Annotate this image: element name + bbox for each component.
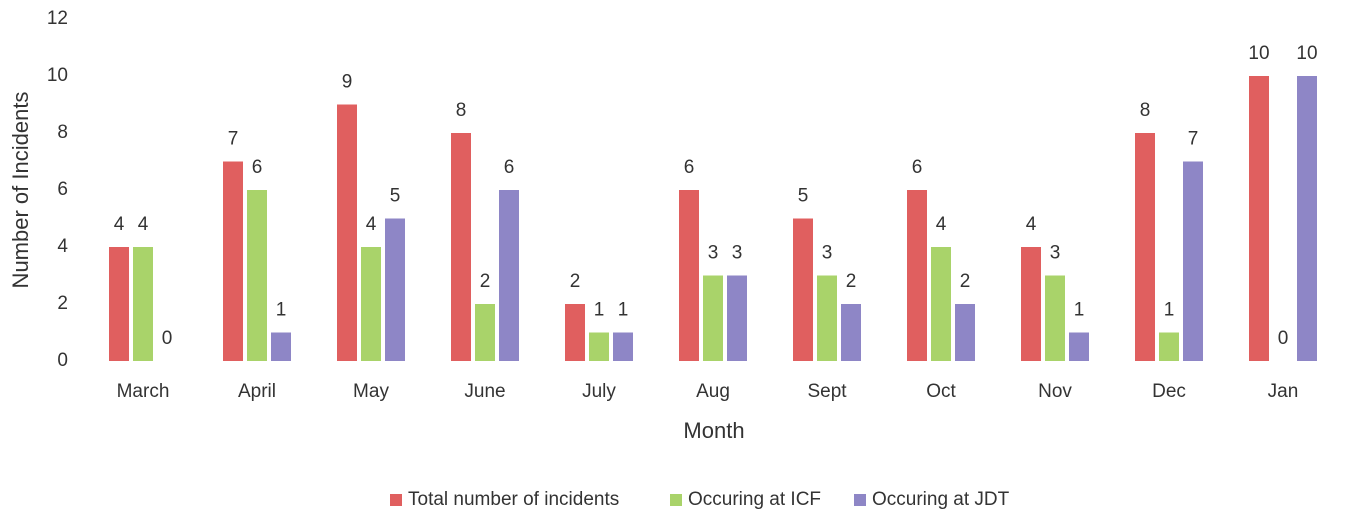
bar bbox=[727, 275, 747, 361]
data-label: 0 bbox=[1278, 328, 1289, 349]
legend-swatch bbox=[854, 494, 866, 506]
data-label: 1 bbox=[594, 300, 605, 321]
y-tick-label: 2 bbox=[57, 293, 68, 314]
data-label: 2 bbox=[960, 271, 971, 292]
data-label: 4 bbox=[1026, 214, 1037, 235]
data-label: 4 bbox=[114, 214, 125, 235]
bar bbox=[271, 332, 291, 361]
bar bbox=[1069, 332, 1089, 361]
data-label: 2 bbox=[846, 271, 857, 292]
bar bbox=[1297, 76, 1317, 361]
bar bbox=[223, 161, 243, 361]
bar bbox=[817, 275, 837, 361]
data-label: 6 bbox=[912, 157, 923, 178]
data-label: 6 bbox=[504, 157, 515, 178]
data-label: 3 bbox=[708, 243, 719, 264]
data-label: 1 bbox=[276, 300, 287, 321]
x-tick-label: Nov bbox=[1038, 381, 1072, 402]
data-label: 3 bbox=[732, 243, 743, 264]
x-axis-title: Month bbox=[683, 418, 744, 443]
bar bbox=[337, 104, 357, 361]
bar bbox=[565, 304, 585, 361]
legend-label: Occuring at JDT bbox=[872, 489, 1010, 510]
bar bbox=[1159, 332, 1179, 361]
data-label: 7 bbox=[1188, 129, 1199, 150]
y-tick-label: 10 bbox=[47, 65, 68, 86]
data-label: 4 bbox=[138, 214, 149, 235]
data-label: 0 bbox=[162, 328, 173, 349]
bar bbox=[247, 190, 267, 361]
bar bbox=[133, 247, 153, 361]
y-axis-title: Number of Incidents bbox=[8, 92, 33, 289]
data-label: 5 bbox=[390, 186, 401, 207]
x-tick-label: May bbox=[353, 381, 389, 402]
x-tick-label: Jan bbox=[1268, 381, 1299, 402]
bar bbox=[109, 247, 129, 361]
bar bbox=[793, 218, 813, 361]
data-label: 3 bbox=[1050, 243, 1061, 264]
bar bbox=[1249, 76, 1269, 361]
data-label: 1 bbox=[1074, 300, 1085, 321]
y-tick-label: 0 bbox=[57, 350, 68, 371]
data-label: 1 bbox=[618, 300, 629, 321]
y-tick-label: 6 bbox=[57, 179, 68, 200]
legend-label: Total number of incidents bbox=[408, 489, 619, 510]
data-label: 10 bbox=[1296, 43, 1317, 64]
bar bbox=[589, 332, 609, 361]
bar bbox=[907, 190, 927, 361]
data-label: 10 bbox=[1248, 43, 1269, 64]
bar bbox=[703, 275, 723, 361]
data-label: 4 bbox=[936, 214, 947, 235]
data-label: 3 bbox=[822, 243, 833, 264]
data-label: 2 bbox=[570, 271, 581, 292]
bar bbox=[1135, 133, 1155, 361]
x-tick-label: Dec bbox=[1152, 381, 1186, 402]
bar bbox=[385, 218, 405, 361]
bar bbox=[475, 304, 495, 361]
legend-swatch bbox=[390, 494, 402, 506]
bar bbox=[955, 304, 975, 361]
bar bbox=[841, 304, 861, 361]
data-label: 9 bbox=[342, 72, 353, 93]
data-label: 8 bbox=[1140, 100, 1151, 121]
x-tick-label: Oct bbox=[926, 381, 956, 402]
bar bbox=[679, 190, 699, 361]
x-tick-label: April bbox=[238, 381, 276, 402]
bar bbox=[361, 247, 381, 361]
x-tick-label: June bbox=[464, 381, 505, 402]
y-tick-label: 4 bbox=[57, 236, 68, 257]
data-label: 1 bbox=[1164, 300, 1175, 321]
bar bbox=[931, 247, 951, 361]
bar bbox=[1183, 161, 1203, 361]
bar bbox=[451, 133, 471, 361]
bar bbox=[499, 190, 519, 361]
data-label: 2 bbox=[480, 271, 491, 292]
data-label: 7 bbox=[228, 129, 239, 150]
legend-label: Occuring at ICF bbox=[688, 489, 821, 510]
x-tick-label: July bbox=[582, 381, 616, 402]
data-label: 6 bbox=[252, 157, 263, 178]
bar bbox=[1021, 247, 1041, 361]
x-tick-label: March bbox=[117, 381, 170, 402]
bar bbox=[1045, 275, 1065, 361]
x-tick-label: Sept bbox=[807, 381, 847, 402]
x-tick-label: Aug bbox=[696, 381, 730, 402]
data-label: 4 bbox=[366, 214, 377, 235]
data-label: 8 bbox=[456, 100, 467, 121]
y-tick-label: 12 bbox=[47, 8, 68, 29]
data-label: 6 bbox=[684, 157, 695, 178]
legend-swatch bbox=[670, 494, 682, 506]
bar bbox=[613, 332, 633, 361]
data-label: 5 bbox=[798, 186, 809, 207]
y-tick-label: 8 bbox=[57, 122, 68, 143]
